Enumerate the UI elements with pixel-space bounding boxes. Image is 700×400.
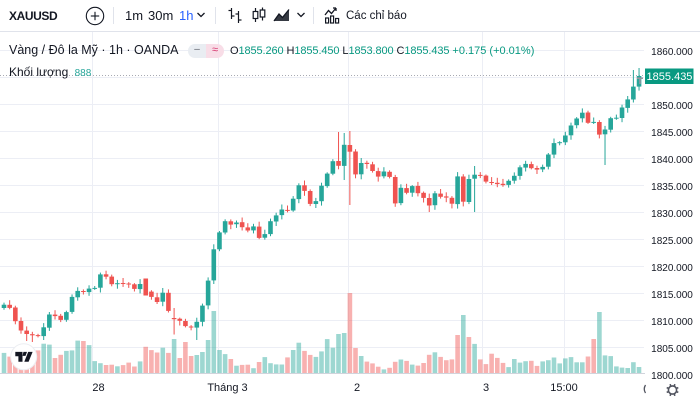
svg-text:1820.000: 1820.000: [651, 263, 693, 274]
svg-text:Tháng 3: Tháng 3: [207, 382, 247, 394]
svg-text:28: 28: [92, 382, 104, 394]
svg-text:1830.000: 1830.000: [651, 209, 693, 220]
svg-text:1835.000: 1835.000: [651, 182, 693, 193]
svg-text:1800.000: 1800.000: [651, 371, 693, 382]
svg-text:1840.000: 1840.000: [651, 155, 693, 166]
svg-text:1825.000: 1825.000: [651, 236, 693, 247]
svg-text:1850.000: 1850.000: [651, 101, 693, 112]
svg-text:3: 3: [483, 382, 489, 394]
svg-text:1860.000: 1860.000: [651, 47, 693, 58]
svg-text:15:00: 15:00: [550, 382, 578, 394]
svg-text:1805.000: 1805.000: [651, 344, 693, 355]
svg-text:1845.000: 1845.000: [651, 128, 693, 139]
svg-text:1855.435: 1855.435: [647, 71, 693, 83]
svg-text:1815.000: 1815.000: [651, 290, 693, 301]
svg-text:1810.000: 1810.000: [651, 317, 693, 328]
svg-text:2: 2: [354, 382, 360, 394]
